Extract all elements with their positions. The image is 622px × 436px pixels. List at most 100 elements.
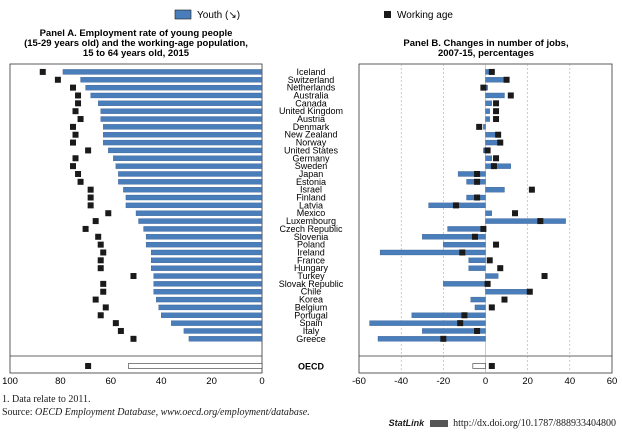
panel-a-working-marker <box>92 296 99 303</box>
panel-b-working-marker <box>484 280 491 287</box>
statlink[interactable]: StatLink http://dx.doi.org/10.1787/88893… <box>388 418 616 429</box>
panel-a-working-marker <box>75 170 82 177</box>
panel-b-working-marker <box>474 327 481 334</box>
country-label: Germany <box>292 153 330 163</box>
panel-b-tick-label: -40 <box>394 376 408 387</box>
panel-a-working-marker <box>97 265 104 272</box>
panel-b-youth-bar <box>485 77 507 83</box>
country-label: Iceland <box>296 67 325 77</box>
panel-b-youth-bar <box>485 218 566 224</box>
country-label: Hungary <box>294 263 329 273</box>
panel-b-youth-bar <box>443 241 486 248</box>
panel-b-working-marker <box>488 304 495 311</box>
panel-b-working-marker <box>537 218 544 225</box>
panel-a-working-marker <box>97 312 104 319</box>
legend-working-label: Working age <box>397 10 453 21</box>
country-label: Switzerland <box>288 75 335 85</box>
panel-b-tick-label: 40 <box>565 376 576 387</box>
panel-a-youth-bar <box>143 226 263 232</box>
panel-b-working-marker <box>488 68 495 75</box>
panel-a-working-marker <box>92 218 99 225</box>
country-label: Poland <box>297 240 325 250</box>
panel-a-youth-bar <box>118 171 263 177</box>
panel-a-working-marker <box>100 288 107 295</box>
panel-a-youth-bar <box>90 92 263 99</box>
country-label: Austria <box>297 114 325 124</box>
panel-a-youth-bar <box>145 241 263 248</box>
panel-a-working-marker <box>75 92 82 99</box>
panel-a-working-marker <box>72 131 79 138</box>
panel-a-working-marker <box>87 202 94 209</box>
panel-a-youth-bar <box>161 312 263 318</box>
panel-b-youth-bar <box>457 171 486 177</box>
statlink-logo-icon <box>429 420 448 428</box>
panel-b-youth-bar <box>447 226 486 232</box>
panel-b-youth-bar <box>379 249 486 256</box>
panel-b-youth-bar <box>485 92 505 99</box>
country-label: Estonia <box>296 177 326 187</box>
panel-b-youth-bar <box>485 187 505 193</box>
country-label: United States <box>284 145 339 155</box>
panel-a-youth-bar <box>80 77 263 83</box>
panel-b-youth-bar <box>369 320 486 326</box>
panel-b-working-marker <box>457 320 464 327</box>
country-label: Belgium <box>295 302 328 312</box>
panel-a-title: (15-29 years old) and the working-age po… <box>24 38 248 49</box>
panel-a-youth-bar <box>183 328 263 334</box>
panel-a-youth-bar <box>115 163 263 169</box>
panel-b-working-marker <box>493 108 500 115</box>
legend-youth-label: Youth (↘) <box>197 10 240 21</box>
panel-a-youth-bar <box>153 273 263 279</box>
panel-b-tick-label: 60 <box>607 376 618 387</box>
panel-b-working-marker <box>476 123 483 130</box>
country-label: Sweden <box>295 161 328 171</box>
country-label: United Kingdom <box>279 106 343 116</box>
panel-a-working-marker <box>97 241 104 248</box>
panel-a-tick-label: 60 <box>106 376 117 387</box>
panel-a-working-marker <box>100 249 107 256</box>
panel-a-youth-bar <box>171 320 263 326</box>
panel-a-working-marker <box>130 335 137 342</box>
country-label: Portugal <box>294 310 328 320</box>
panel-a-working-marker <box>77 178 84 185</box>
panel-a-tick-label: 80 <box>55 376 66 387</box>
panel-b-working-marker <box>493 116 500 123</box>
panel-b-youth-bar <box>485 100 492 106</box>
panel-b-youth-bar <box>485 108 490 114</box>
panel-a-working-marker <box>102 304 109 311</box>
panel-b-working-marker <box>461 312 468 319</box>
panel-b-tick-label: 20 <box>522 376 533 387</box>
panel-b-youth-bar <box>377 336 486 342</box>
panel-a-youth-bar <box>100 116 263 122</box>
panel-a-youth-bar <box>118 179 263 185</box>
panel-a-youth-bar <box>123 187 263 193</box>
panel-b-working-marker <box>541 273 548 280</box>
country-label: Ireland <box>297 247 325 257</box>
panel-a-working-marker <box>70 163 76 170</box>
panel-b-tick-label: -60 <box>352 376 366 387</box>
country-label: Chile <box>301 287 322 297</box>
panel-a-working-marker <box>130 273 137 280</box>
panel-a-oecd-bar <box>128 363 263 369</box>
panel-a-working-marker <box>72 155 79 162</box>
panel-a-youth-bar <box>153 281 263 287</box>
panel-b-youth-bar <box>483 124 486 130</box>
panel-b-youth-bar <box>470 296 486 303</box>
panel-b-working-marker <box>493 100 500 107</box>
country-label: Australia <box>293 90 328 100</box>
country-label: Finland <box>296 193 326 203</box>
panel-b-youth-bar <box>468 257 486 263</box>
panel-a-youth-bar <box>145 234 263 240</box>
panel-a-youth-bar <box>125 202 263 209</box>
panel-b-youth-bar <box>422 234 486 240</box>
country-label: Slovak Republic <box>279 279 344 289</box>
panel-b-oecd-marker <box>488 363 495 369</box>
panel-b-youth-bar <box>485 116 490 122</box>
country-label: Latvia <box>299 200 323 210</box>
country-label: Netherlands <box>287 83 336 93</box>
panel-a-youth-bar <box>188 336 263 342</box>
panel-a-youth-bar <box>150 265 263 271</box>
panel-b-working-marker <box>471 233 478 240</box>
panel-b-youth-bar <box>443 281 486 287</box>
panel-b-working-marker <box>507 92 514 99</box>
